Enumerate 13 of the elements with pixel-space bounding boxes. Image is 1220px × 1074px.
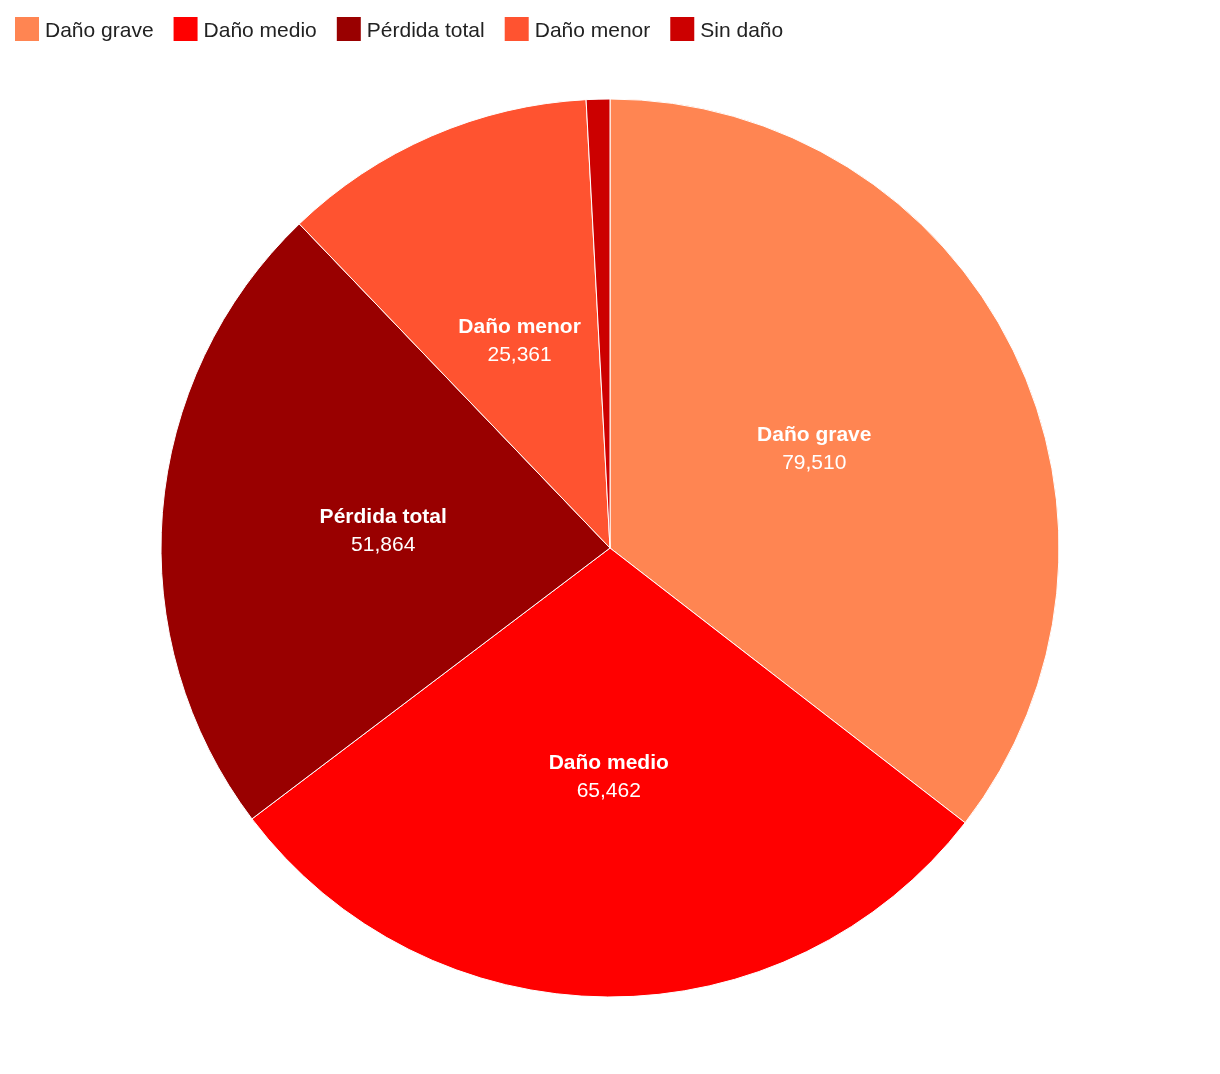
legend-label: Daño medio [203, 17, 317, 41]
slice-label: Pérdida total [319, 504, 447, 528]
slice-label: Daño grave [757, 422, 872, 446]
legend-label: Sin daño [700, 17, 784, 41]
data-label: 79,510 [782, 450, 847, 474]
legend-label: Pérdida total [366, 17, 485, 41]
legend-label: Daño grave [45, 17, 154, 41]
legend-label: Daño menor [534, 17, 651, 41]
data-label: 25,361 [487, 341, 552, 365]
slice-label: Daño menor [458, 313, 581, 337]
data-label: 51,864 [351, 532, 416, 556]
slice-label: Daño medio [548, 750, 669, 773]
data-label: 65,462 [576, 778, 641, 801]
